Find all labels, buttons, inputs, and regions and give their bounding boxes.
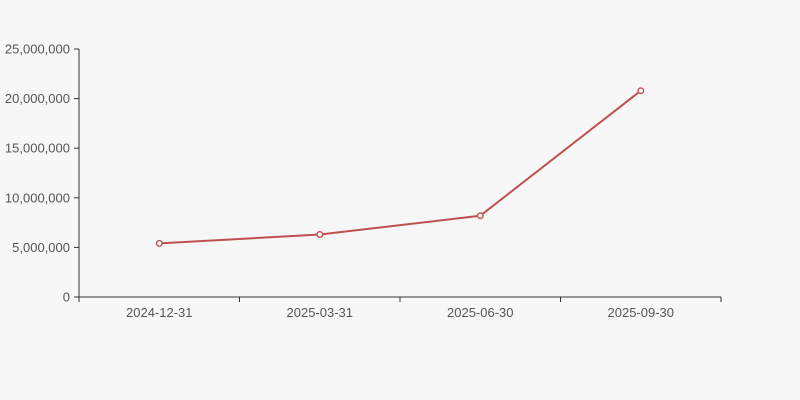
x-axis-label: 2025-03-31 xyxy=(287,305,354,320)
y-axis-label: 20,000,000 xyxy=(5,91,70,106)
y-axis-label: 25,000,000 xyxy=(5,42,70,57)
data-point-marker xyxy=(316,230,324,238)
y-axis-label: 0 xyxy=(63,290,70,305)
x-axis-label: 2024-12-31 xyxy=(126,305,193,320)
data-point-marker xyxy=(476,212,484,220)
data-point-marker xyxy=(155,239,163,247)
x-axis-label: 2025-09-30 xyxy=(608,305,675,320)
series-line xyxy=(158,89,642,245)
y-axis-label: 15,000,000 xyxy=(5,141,70,156)
data-point-marker xyxy=(637,87,645,95)
y-axis-label: 10,000,000 xyxy=(5,190,70,205)
x-axis-label: 2025-06-30 xyxy=(447,305,514,320)
y-axis-label: 5,000,000 xyxy=(12,240,70,255)
